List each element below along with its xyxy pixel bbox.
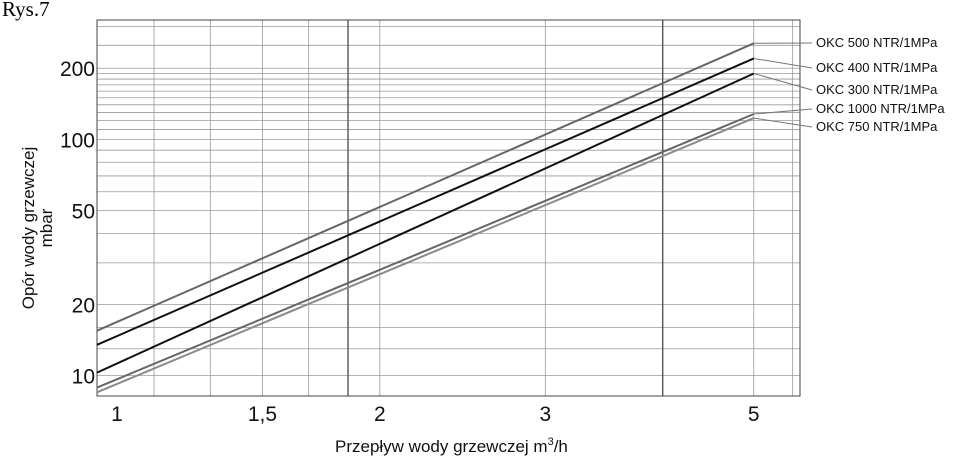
legend: OKC 500 NTR/1MPa OKC 400 NTR/1MPa OKC 300 … xyxy=(816,35,945,134)
plot-frame xyxy=(96,19,801,397)
y-axis-title: Opór wody grzewczej mbar xyxy=(19,147,56,310)
legend-label: OKC 400 NTR/1MPa xyxy=(816,60,938,75)
x-tick-label: 1,5 xyxy=(248,403,277,426)
y-tick-label: 100 xyxy=(60,129,95,152)
y-tick-label: 10 xyxy=(72,366,95,389)
y-tick-label: 50 xyxy=(72,200,95,223)
y-axis-title-line1: Opór wody grzewczej xyxy=(19,147,38,310)
legend-leader xyxy=(753,73,813,91)
legend-label: OKC 300 NTR/1MPa xyxy=(816,82,938,97)
y-tick-label: 200 xyxy=(60,58,95,81)
x-tick-label: 3 xyxy=(539,403,551,426)
series-layer xyxy=(96,42,755,394)
x-axis-title: Przepływ wody grzewczej m3/h xyxy=(335,436,568,456)
series-line-3 xyxy=(96,72,755,374)
grid xyxy=(97,20,800,396)
x-tick-labels: 1 1,5 2 3 5 xyxy=(111,403,759,426)
x-axis-title-main: Przepływ wody grzewczej m xyxy=(335,437,548,456)
series-line-4 xyxy=(96,113,755,389)
legend-leaders xyxy=(753,42,813,128)
legend-label: OKC 750 NTR/1MPa xyxy=(816,119,938,134)
legend-label: OKC 1000 NTR/1MPa xyxy=(816,101,945,116)
x-axis-title-tail: /h xyxy=(554,437,568,456)
x-tick-label: 5 xyxy=(748,403,760,426)
legend-leader xyxy=(753,57,813,69)
legend-leader xyxy=(753,108,813,115)
series-line-1 xyxy=(96,42,755,332)
x-tick-label: 2 xyxy=(374,403,386,426)
series-line-2 xyxy=(96,57,755,346)
legend-label: OKC 500 NTR/1MPa xyxy=(816,35,938,50)
figure-caption: Rys.7 xyxy=(2,0,50,21)
legend-leader xyxy=(753,117,813,128)
x-axis-title-sup: 3 xyxy=(548,436,554,448)
y-tick-label: 20 xyxy=(72,295,95,318)
x-tick-label: 1 xyxy=(111,403,123,426)
y-axis-title-line2: mbar xyxy=(37,208,56,247)
y-tick-labels: 10 20 50 100 200 xyxy=(60,58,95,388)
series-line-5 xyxy=(96,117,755,394)
